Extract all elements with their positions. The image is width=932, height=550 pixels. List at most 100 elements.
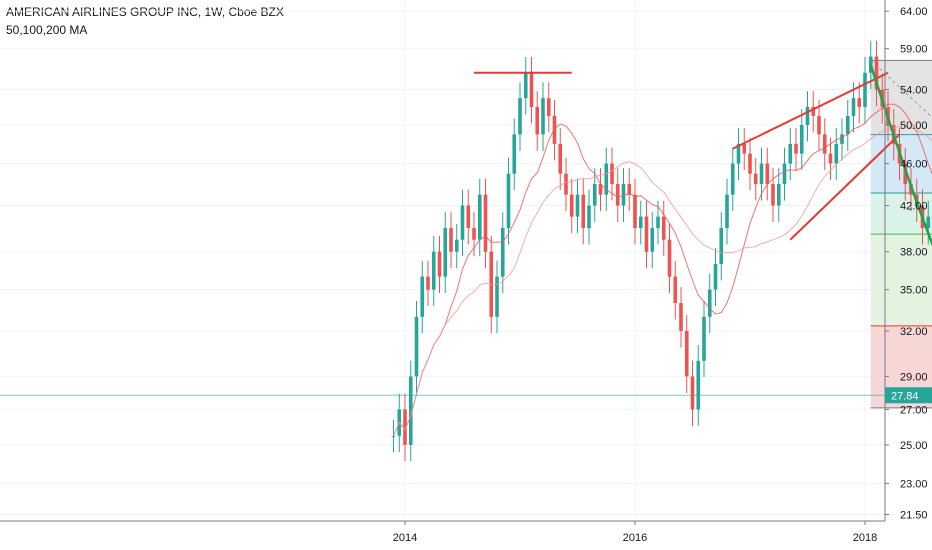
- candle-body: [420, 276, 425, 317]
- candle-body: [805, 106, 810, 126]
- price-tick-label: 64.00: [900, 6, 928, 18]
- candle-body: [500, 228, 505, 277]
- ma-fast-line: [393, 103, 932, 436]
- price-tick-label: 23.00: [900, 478, 928, 490]
- moving-averages: [393, 103, 932, 436]
- candle-body: [667, 239, 672, 277]
- candle-body: [477, 194, 482, 240]
- grid: [0, 0, 885, 521]
- candle-body: [656, 216, 660, 229]
- price-tick-label: 46.00: [900, 159, 928, 171]
- wedge-lower-line: [789, 133, 901, 241]
- candle-body: [874, 56, 879, 90]
- candle-body: [506, 173, 511, 229]
- candle-body: [391, 435, 396, 437]
- candle-body: [903, 163, 908, 185]
- candle-body: [408, 376, 413, 445]
- candle-body: [736, 143, 741, 164]
- candle-body: [638, 216, 643, 229]
- candle-body: [466, 205, 471, 229]
- candle-body: [845, 115, 850, 135]
- time-tick-label: 2018: [853, 532, 877, 544]
- candle-body: [598, 184, 603, 195]
- candle-body: [650, 228, 655, 252]
- price-tick-label: 32.00: [900, 326, 928, 338]
- candle-body: [610, 163, 614, 185]
- candles: [391, 40, 931, 462]
- chart-title: AMERICAN AIRLINES GROUP INC, 1W, Cboe BZ…: [6, 5, 284, 19]
- candle-body: [661, 216, 666, 240]
- candle-body: [495, 276, 499, 317]
- candle-body: [489, 251, 494, 317]
- price-tick-label: 54.00: [900, 85, 928, 97]
- candle-body: [684, 331, 689, 377]
- candle-body: [621, 184, 626, 206]
- candle-body: [719, 228, 724, 265]
- candle-body: [817, 115, 821, 135]
- candle-body: [454, 239, 459, 252]
- time-axis: 20142016201820202022: [0, 520, 885, 544]
- current-price-label: 27.84: [891, 390, 919, 402]
- candle-body: [581, 194, 586, 229]
- current-price-tag: [885, 387, 932, 404]
- candle-body: [713, 264, 718, 290]
- candle-body: [558, 143, 563, 174]
- candle-body: [834, 143, 839, 164]
- price-tick-label: 35.00: [900, 285, 928, 297]
- ma-slow-line: [393, 125, 932, 436]
- time-tick-label: 2016: [623, 532, 647, 544]
- candle-body: [690, 376, 695, 410]
- candle-body: [799, 125, 804, 154]
- candle-body: [782, 163, 787, 185]
- price-tick-label: 21.50: [900, 510, 928, 522]
- candle-body: [851, 98, 856, 116]
- candle-body: [523, 72, 528, 99]
- candle-body: [449, 228, 453, 252]
- candle-body: [426, 276, 430, 290]
- candle-body: [725, 194, 729, 229]
- candle-body: [707, 289, 712, 317]
- candle-body: [742, 143, 747, 154]
- candle-body: [587, 205, 591, 229]
- candle-body: [437, 251, 442, 277]
- candle-body: [840, 134, 844, 144]
- candle-body: [748, 153, 752, 174]
- candle-body: [788, 143, 793, 164]
- candle-body: [863, 72, 867, 107]
- candle-body: [518, 98, 522, 135]
- fib-zone: [870, 234, 932, 326]
- candle-body: [673, 276, 678, 304]
- candle-body: [535, 106, 540, 135]
- candle-body: [414, 316, 419, 377]
- candle-body: [828, 153, 833, 164]
- candle-body: [575, 194, 580, 217]
- curved-support-line: [869, 64, 932, 247]
- candle-body: [765, 163, 770, 185]
- indicator-label: 50,100,200 MA: [6, 23, 88, 37]
- wedge-upper-line: [732, 71, 889, 150]
- candle-body: [569, 194, 574, 217]
- price-tick-label: 25.00: [900, 440, 928, 452]
- candle-body: [857, 98, 862, 107]
- candle-body: [443, 228, 448, 277]
- candle-body: [460, 205, 465, 240]
- candle-body: [822, 134, 827, 154]
- candle-body: [615, 184, 620, 206]
- candle-body: [483, 194, 488, 252]
- candle-body: [679, 303, 683, 332]
- candle-body: [512, 134, 517, 174]
- price-tick-label: 29.00: [900, 371, 928, 383]
- candle-body: [546, 98, 551, 116]
- candle-body: [627, 184, 632, 195]
- candle-body: [552, 115, 557, 144]
- candle-body: [604, 163, 609, 195]
- candle-body: [472, 228, 476, 240]
- candle-body: [730, 163, 735, 195]
- candle-body: [776, 184, 781, 206]
- candle-body: [431, 251, 436, 290]
- candle-body: [644, 216, 649, 252]
- candle-body: [696, 360, 701, 410]
- candle-body: [759, 163, 764, 185]
- price-tick-label: 27.00: [900, 404, 928, 416]
